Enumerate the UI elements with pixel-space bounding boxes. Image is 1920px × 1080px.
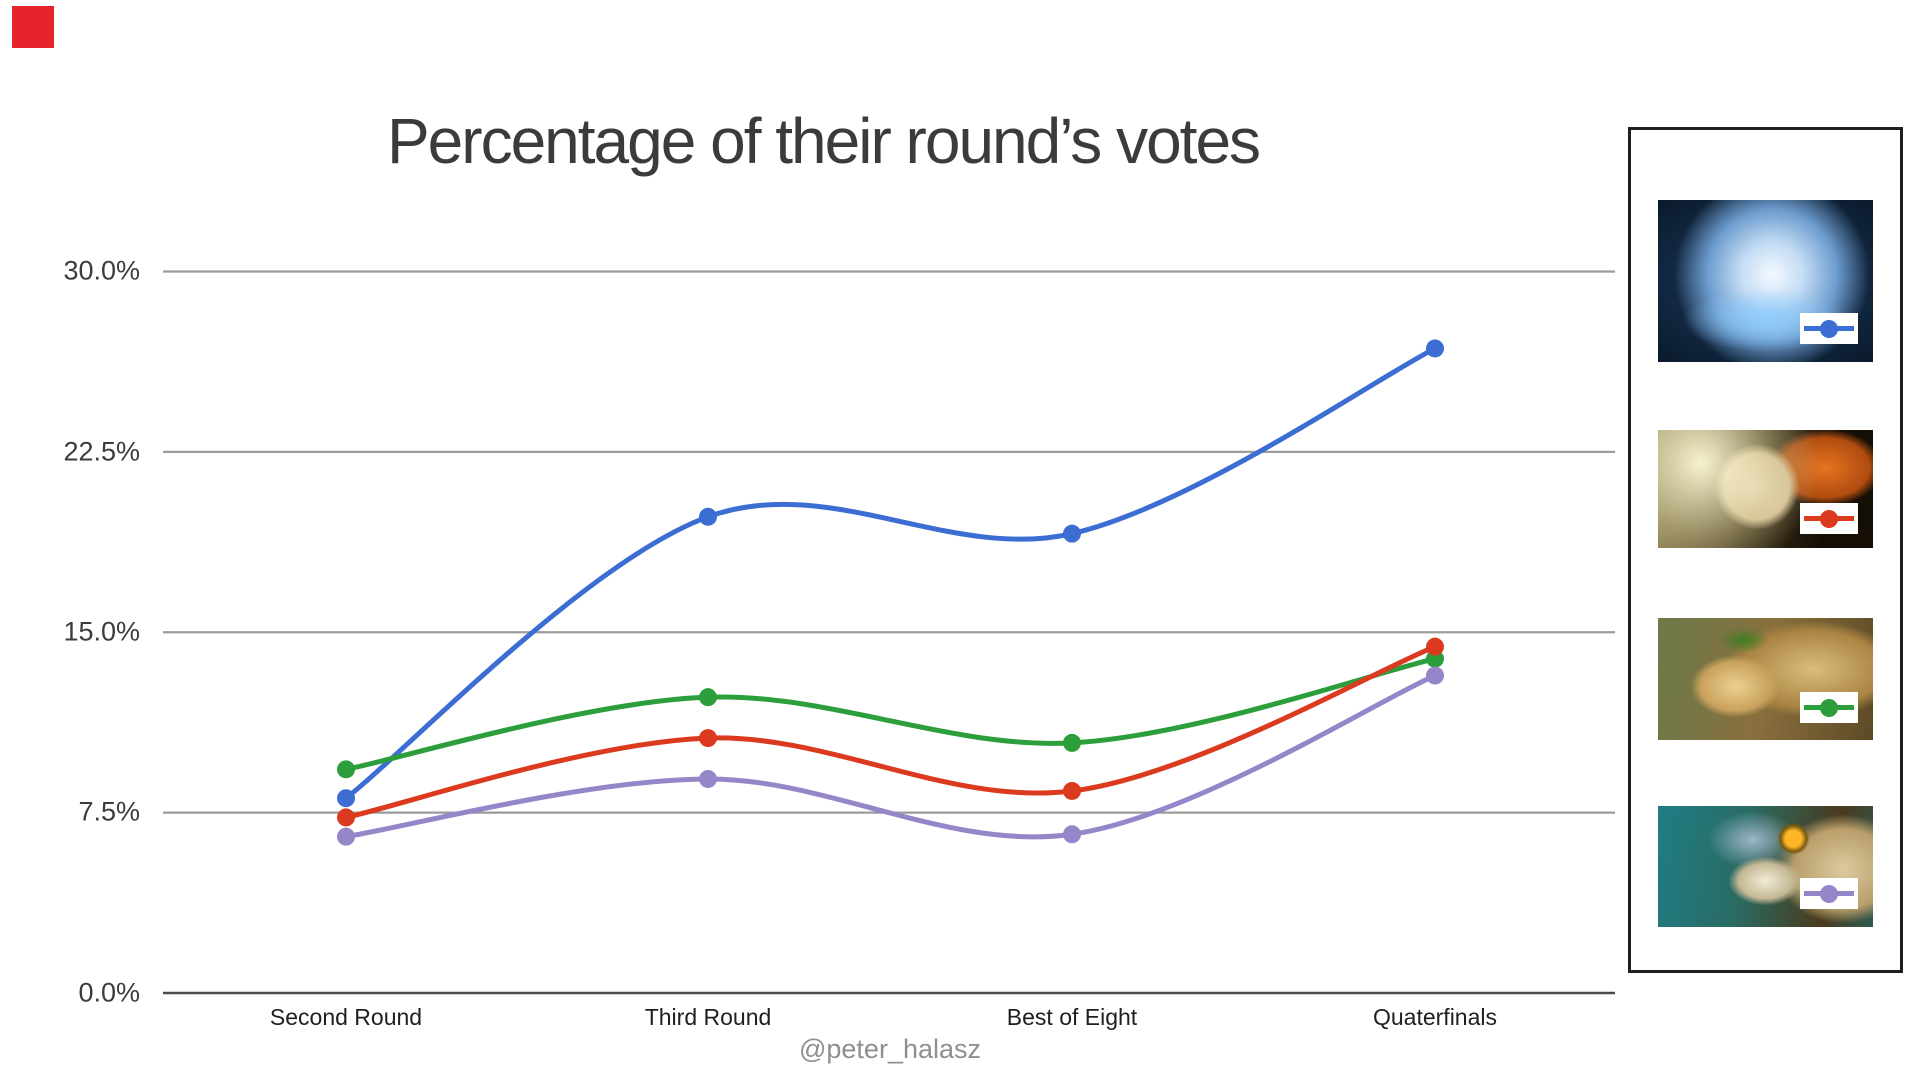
- juggernaut-series-marker: [1800, 503, 1858, 534]
- marker-dot: [1820, 884, 1838, 903]
- series-juggernaut-point: [699, 729, 717, 748]
- legend-item-juggernaut: [1658, 430, 1873, 548]
- series-slark-point: [1426, 666, 1444, 685]
- series-io-point: [1063, 524, 1081, 543]
- series-slark-point: [1063, 825, 1081, 844]
- series-io-point: [1426, 339, 1444, 358]
- marker-dot: [1820, 319, 1838, 338]
- y-axis-tick: 22.5%: [63, 436, 140, 467]
- series-io-point: [699, 507, 717, 526]
- io-series-marker: [1800, 313, 1858, 344]
- series-juggernaut-point: [1063, 781, 1081, 800]
- slark-series-marker: [1800, 878, 1858, 909]
- series-slark-point: [337, 827, 355, 846]
- series-juggernaut-point: [1426, 637, 1444, 656]
- x-axis-label: Second Round: [269, 1004, 423, 1030]
- series-io-point: [337, 789, 355, 808]
- x-axis-label: Quaterfinals: [1372, 1004, 1498, 1030]
- series-pudge-point: [1063, 733, 1081, 752]
- series-juggernaut-line: [343, 644, 1438, 820]
- chart-title: Percentage of their round’s votes: [386, 105, 1261, 177]
- series-slark-point: [699, 769, 717, 788]
- series-slark-line: [343, 673, 1438, 840]
- red-square-marker: [12, 6, 54, 48]
- y-axis-tick: 15.0%: [63, 616, 140, 647]
- marker-dot: [1820, 509, 1838, 528]
- series-pudge-line: [343, 656, 1438, 772]
- series-lines: [337, 339, 1444, 846]
- y-axis-tick: 30.0%: [63, 255, 140, 286]
- series-pudge-point: [337, 760, 355, 779]
- author-credit: @peter_halasz: [798, 1034, 982, 1064]
- series-juggernaut-point: [337, 808, 355, 827]
- series-io-line: [343, 345, 1438, 801]
- gridlines: [163, 270, 1615, 995]
- legend-item-slark: [1658, 806, 1873, 927]
- x-axis-label: Best of Eight: [1006, 1004, 1138, 1030]
- pudge-series-marker: [1800, 692, 1858, 723]
- legend-item-io: [1658, 200, 1873, 362]
- legend-panel: [1628, 127, 1903, 973]
- marker-dot: [1820, 698, 1838, 717]
- series-pudge-point: [699, 688, 717, 707]
- y-axis-tick: 0.0%: [78, 977, 140, 1008]
- legend-item-pudge: [1658, 618, 1873, 740]
- x-axis-label: Third Round: [644, 1004, 772, 1030]
- y-axis-tick: 7.5%: [78, 796, 140, 827]
